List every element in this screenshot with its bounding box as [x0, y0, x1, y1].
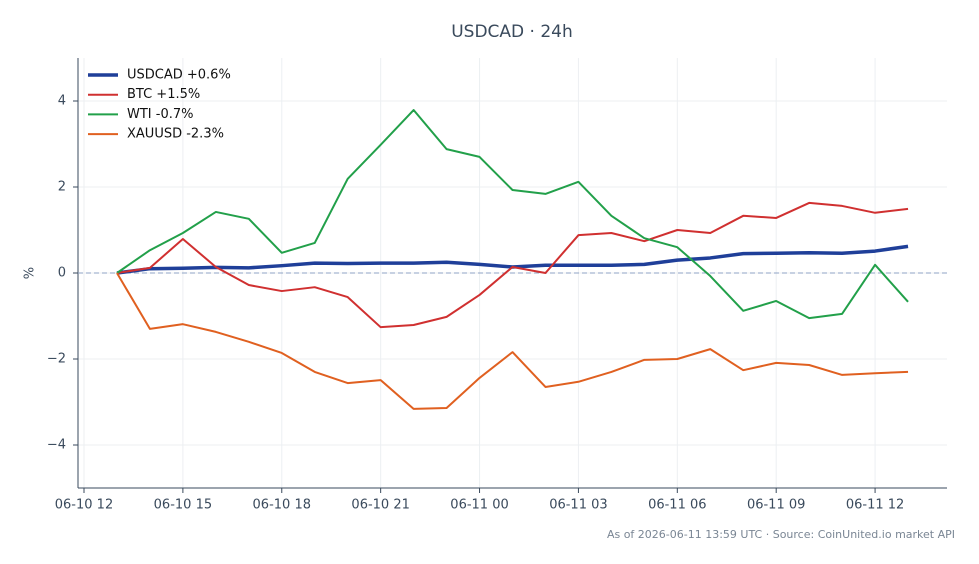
x-tick-label: 06-11 09: [747, 498, 805, 513]
x-tick-label: 06-11 06: [648, 498, 706, 513]
legend-label: XAUUSD -2.3%: [127, 127, 224, 142]
y-tick-label: −4: [47, 438, 66, 453]
legend-label: WTI -0.7%: [127, 107, 193, 122]
legend-label: USDCAD +0.6%: [127, 68, 231, 83]
x-tick-label: 06-10 18: [253, 498, 311, 513]
x-tick-label: 06-11 12: [846, 498, 904, 513]
y-axis-label: %: [23, 267, 38, 279]
series-line: [116, 109, 909, 320]
y-tick-label: 4: [58, 94, 66, 109]
x-tick-label: 06-10 15: [154, 498, 212, 513]
y-tick-label: 0: [58, 266, 66, 281]
footnote: As of 2026-06-11 13:59 UTC · Source: Coi…: [607, 528, 955, 541]
y-tick-label: −2: [47, 352, 66, 367]
series-line: [116, 201, 909, 329]
x-tick-label: 06-11 00: [450, 498, 508, 513]
series-line: [116, 244, 909, 275]
y-tick-label: 2: [58, 180, 66, 195]
series-line: [116, 272, 909, 410]
x-tick-label: 06-10 12: [55, 498, 113, 513]
x-tick-label: 06-10 21: [351, 498, 409, 513]
legend-label: BTC +1.5%: [127, 87, 200, 102]
x-tick-label: 06-11 03: [549, 498, 607, 513]
chart-title: USDCAD · 24h: [451, 22, 573, 42]
